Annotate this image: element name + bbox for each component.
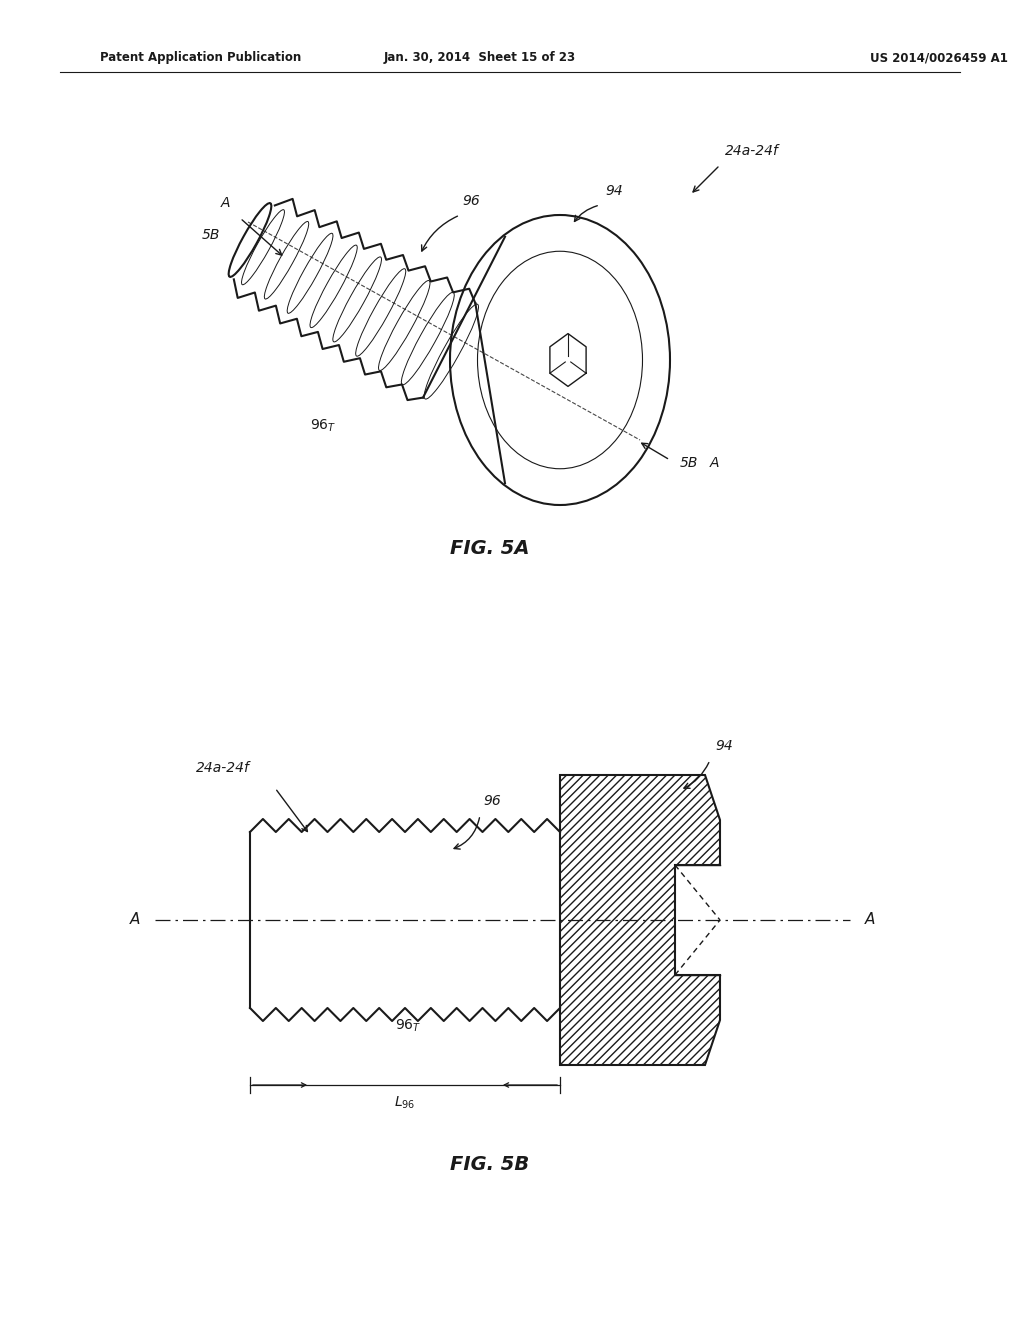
Text: $L_{96}$: $L_{96}$ — [394, 1096, 416, 1111]
Text: US 2014/0026459 A1: US 2014/0026459 A1 — [870, 51, 1008, 65]
Text: A: A — [710, 455, 720, 470]
Text: 94: 94 — [715, 739, 733, 752]
Text: 24a-24f: 24a-24f — [197, 762, 250, 775]
Text: FIG. 5B: FIG. 5B — [451, 1155, 529, 1175]
Text: $96_T$: $96_T$ — [310, 418, 337, 434]
Text: A: A — [220, 195, 230, 210]
Text: 96: 96 — [462, 194, 480, 209]
Text: $96_T$: $96_T$ — [395, 1018, 422, 1035]
Text: Patent Application Publication: Patent Application Publication — [100, 51, 301, 65]
Text: 24a-24f: 24a-24f — [725, 144, 779, 158]
Text: A: A — [130, 912, 140, 928]
Text: FIG. 5A: FIG. 5A — [451, 539, 529, 557]
Text: 5B: 5B — [202, 228, 220, 242]
Text: 96: 96 — [483, 795, 501, 808]
Ellipse shape — [228, 203, 271, 277]
Text: 94: 94 — [605, 183, 623, 198]
Text: A: A — [865, 912, 876, 928]
Text: 5B: 5B — [680, 455, 698, 470]
Text: Jan. 30, 2014  Sheet 15 of 23: Jan. 30, 2014 Sheet 15 of 23 — [384, 51, 577, 65]
